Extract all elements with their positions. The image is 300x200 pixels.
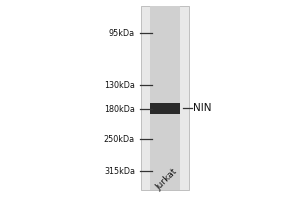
Bar	[141, 6, 189, 190]
Text: 95kDa: 95kDa	[109, 28, 135, 38]
Text: 315kDa: 315kDa	[104, 166, 135, 176]
Text: 130kDa: 130kDa	[104, 81, 135, 90]
Bar	[150, 6, 180, 190]
Text: NIN: NIN	[194, 103, 212, 113]
Text: 180kDa: 180kDa	[104, 104, 135, 114]
Text: 250kDa: 250kDa	[104, 134, 135, 144]
Text: Jurkat: Jurkat	[154, 167, 179, 192]
Bar	[150, 102, 180, 114]
